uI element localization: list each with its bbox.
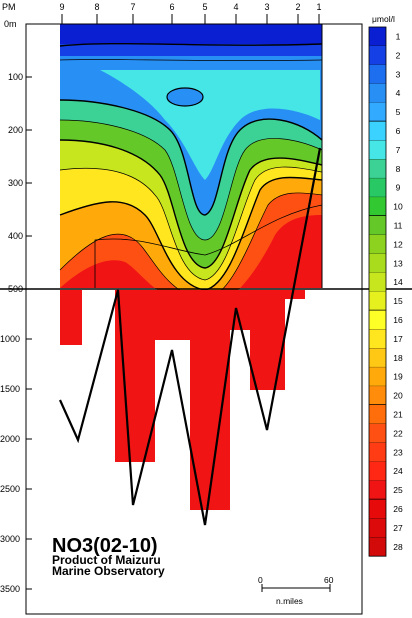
depth-axis-upper: 0m 100 200 300 400 500 <box>4 19 32 294</box>
colorbar-level-label: 15 <box>393 296 403 306</box>
depth-tick-label: 2000 <box>0 434 20 444</box>
station-label: 9 <box>59 2 64 12</box>
colorbar-border <box>368 26 387 557</box>
colorbar-level-label: 27 <box>393 523 403 533</box>
colorbar-swatch <box>369 291 386 311</box>
colorbar-level-label: 17 <box>393 334 403 344</box>
depth-tick-label: 300 <box>8 178 23 188</box>
station-label: 7 <box>130 2 135 12</box>
colorbar-swatch <box>369 102 386 122</box>
colorbar-swatch <box>369 518 386 538</box>
colorbar-level-label: 26 <box>393 504 403 514</box>
colorbar-level-label: 3 <box>396 69 401 79</box>
colorbar-level-label: 18 <box>393 353 403 363</box>
colorbar-swatch <box>369 348 386 368</box>
colorbar-level-label: 28 <box>393 542 403 552</box>
colorbar-level-label: 8 <box>396 164 401 174</box>
chart-title: NO3(02-10) <box>52 535 158 557</box>
colorbar-swatch <box>369 442 386 462</box>
colorbar-swatch <box>369 83 386 103</box>
depth-tick-label: 1000 <box>0 334 20 344</box>
colorbar-swatch <box>369 216 386 236</box>
chart-subtitle-line2: Marine Observatory <box>52 564 165 578</box>
scale-bar-unit-label: n.miles <box>276 596 303 606</box>
colorbar: 1234567891011121314151617181920212223242… <box>368 26 403 557</box>
station-label: 4 <box>233 2 238 12</box>
colorbar-level-label: 25 <box>393 485 403 495</box>
colorbar-level-label: 19 <box>393 372 403 382</box>
colorbar-swatch <box>369 197 386 217</box>
colorbar-swatch <box>369 329 386 349</box>
colorbar-swatch <box>369 234 386 255</box>
depth-axis-lower: 1000 1500 2000 2500 3000 3500 <box>0 334 32 594</box>
scale-bar-end-label: 60 <box>324 575 334 585</box>
depth-tick-label: 1500 <box>0 384 20 394</box>
station-label: 8 <box>94 2 99 12</box>
depth-tick-label: 400 <box>8 231 23 241</box>
station-label: 6 <box>169 2 174 12</box>
colorbar-level-label: 11 <box>394 220 403 230</box>
colorbar-level-label: 21 <box>393 409 403 419</box>
colorbar-swatch <box>369 367 386 387</box>
colorbar-level-label: 6 <box>396 126 401 136</box>
colorbar-level-label: 24 <box>393 466 403 476</box>
depth-tick-label: 2500 <box>0 484 20 494</box>
colorbar-swatch <box>369 159 386 179</box>
colorbar-swatch <box>369 140 386 160</box>
colorbar-level-label: 20 <box>393 391 403 401</box>
colorbar-level-label: 16 <box>393 315 403 325</box>
depth-tick-label: 200 <box>8 125 23 135</box>
colorbar-level-label: 22 <box>393 428 403 438</box>
station-label: 1 <box>316 2 321 12</box>
colorbar-level-label: 13 <box>393 258 403 268</box>
colorbar-level-label: 10 <box>393 202 403 212</box>
depth-tick-label: 3000 <box>0 534 20 544</box>
colorbar-swatch <box>369 310 386 330</box>
colorbar-swatch <box>369 45 386 66</box>
station-label: 2 <box>295 2 300 12</box>
colorbar-level-label: 9 <box>396 183 401 193</box>
station-label: 3 <box>264 2 269 12</box>
colorbar-level-label: 23 <box>393 447 403 457</box>
station-labels: 9 8 7 6 5 4 3 2 1 <box>59 2 322 24</box>
colorbar-unit-label: μmol/l <box>372 14 395 24</box>
distance-scale-bar: 0 60 n.miles <box>258 575 334 606</box>
colorbar-swatch <box>369 423 386 444</box>
station-axis-label: PM <box>2 2 16 12</box>
colorbar-swatch <box>369 178 386 198</box>
depth-tick-label: 0m <box>4 19 17 29</box>
colorbar-swatch <box>369 121 386 141</box>
depth-tick-label: 3500 <box>0 584 20 594</box>
colorbar-level-label: 4 <box>396 88 401 98</box>
colorbar-swatch <box>369 405 386 425</box>
colorbar-level-label: 12 <box>393 239 403 249</box>
colorbar-level-label: 2 <box>396 50 401 60</box>
lower-section-panel <box>58 147 322 526</box>
colorbar-level-label: 1 <box>396 31 401 41</box>
colorbar-swatch <box>369 64 386 84</box>
colorbar-swatch <box>369 27 386 47</box>
depth-tick-label: 100 <box>8 72 23 82</box>
colorbar-swatch <box>369 386 386 406</box>
depth-tick-label: 500 <box>8 284 23 294</box>
chart-subtitle-line1: Product of Maizuru <box>52 553 161 567</box>
colorbar-level-label: 7 <box>396 145 401 155</box>
colorbar-swatch <box>369 499 386 519</box>
colorbar-swatch <box>369 461 386 481</box>
colorbar-level-label: 5 <box>396 107 401 117</box>
colorbar-level-label: 14 <box>393 277 403 287</box>
colorbar-swatch <box>369 537 386 557</box>
colorbar-swatch <box>369 480 386 500</box>
upper-section-panel <box>59 23 323 310</box>
colorbar-swatch <box>369 272 386 292</box>
colorbar-swatch <box>369 253 386 273</box>
scale-bar-start-label: 0 <box>258 575 263 585</box>
station-label: 5 <box>202 2 207 12</box>
